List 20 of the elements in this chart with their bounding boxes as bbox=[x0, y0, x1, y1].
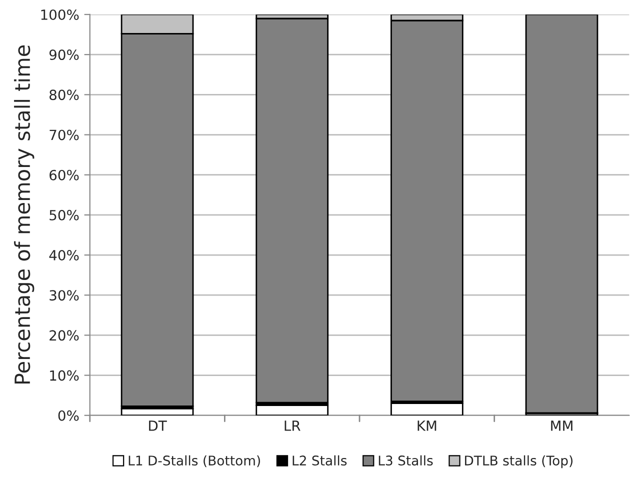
x-tick-label: MM bbox=[551, 420, 572, 431]
legend-label: DTLB stalls (Top) bbox=[465, 455, 573, 468]
y-tick-label: 50% bbox=[50, 210, 79, 220]
y-tick-label: 100% bbox=[41, 9, 79, 20]
y-tick-label: 40% bbox=[49, 250, 79, 260]
y-tick-label: 20% bbox=[50, 330, 79, 341]
x-tick-label: DT bbox=[149, 420, 167, 431]
y-tick-label: 30% bbox=[50, 290, 79, 301]
y-tick-label: 60% bbox=[50, 170, 79, 180]
x-tick-label: KM bbox=[418, 420, 436, 431]
x-tick-label: LR bbox=[284, 420, 300, 431]
y-axis-title: Percentage of memory stall time bbox=[14, 45, 34, 384]
y-tick-label: 70% bbox=[50, 130, 79, 140]
y-tick-label: 90% bbox=[49, 50, 79, 60]
legend-label: L2 Stalls bbox=[292, 455, 347, 466]
y-tick-label: 80% bbox=[50, 90, 79, 100]
y-tick-label: 0% bbox=[58, 410, 79, 421]
legend-label: L3 Stalls bbox=[378, 455, 433, 466]
y-tick-label: 10% bbox=[50, 370, 79, 381]
legend-label: L1 D-Stalls (Bottom) bbox=[128, 455, 260, 468]
